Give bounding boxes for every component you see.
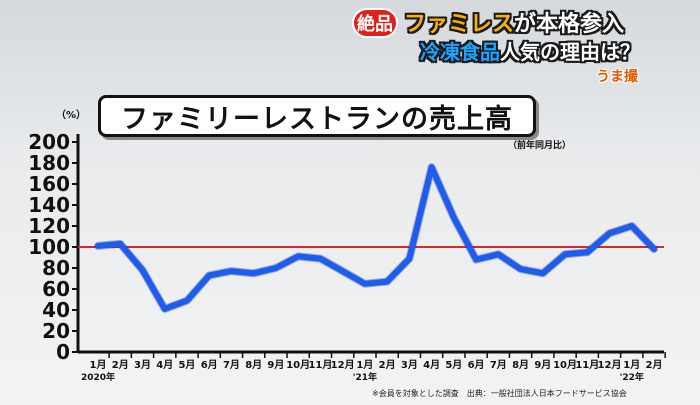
program-logo: うま撮	[596, 69, 638, 85]
source-footnote: ※会員を対象とした調査 出典：一般社団法人日本フードサービス協会	[372, 389, 627, 398]
x-year-label: '22年	[620, 371, 644, 383]
series-line-shadow	[94, 163, 658, 313]
data-point	[206, 272, 212, 278]
x-tick-label: 7月	[490, 359, 507, 371]
x-year-label: 2020年	[81, 371, 115, 383]
x-tick-label: 5月	[445, 359, 462, 371]
data-point	[340, 268, 346, 274]
x-tick-label: 3月	[134, 359, 151, 371]
data-point	[251, 270, 257, 276]
y-tick-label: 160	[28, 172, 70, 196]
caption-line-1-rest: が本格参入	[514, 12, 625, 37]
x-tick-label: 3月	[401, 359, 418, 371]
caption-line-1-highlight: ファミレス	[404, 12, 515, 37]
x-tick-label: 2月	[646, 359, 663, 371]
data-point	[429, 164, 435, 170]
data-point	[162, 306, 168, 312]
data-point	[406, 256, 412, 262]
data-point	[384, 279, 390, 285]
y-tick-label: 120	[28, 214, 70, 238]
x-tick-label: 1月	[90, 359, 107, 371]
x-tick-label: 11月	[575, 359, 599, 371]
y-tick-label: 100	[28, 235, 70, 259]
data-point	[273, 265, 279, 271]
data-point	[295, 253, 301, 259]
y-tick-label: 200	[28, 130, 70, 154]
y-tick-label: 140	[28, 193, 70, 217]
x-tick-label: 8月	[512, 359, 529, 371]
chart-title-box: ファミリーレストランの売上高	[98, 95, 536, 137]
x-tick-label: 6月	[201, 359, 218, 371]
chart-title: ファミリーレストランの売上高	[121, 103, 513, 135]
data-point	[117, 241, 123, 247]
y-tick-label: 40	[42, 298, 70, 322]
x-tick-label: 5月	[178, 359, 195, 371]
x-tick-label: 4月	[156, 359, 173, 371]
series-line	[95, 164, 657, 312]
data-point	[139, 267, 145, 273]
y-tick-label: 80	[42, 256, 70, 280]
y-tick-label: 180	[28, 151, 70, 175]
data-point	[228, 268, 234, 274]
caption-line-2-rest: 人気の理由は？	[500, 40, 640, 64]
data-point	[473, 257, 479, 263]
y-tick-label: 0	[56, 340, 70, 364]
x-tick-label: 12月	[598, 359, 622, 371]
y-tick-label: 60	[42, 277, 70, 301]
data-point	[95, 243, 101, 249]
x-year-label: '21年	[353, 371, 377, 383]
data-point	[629, 223, 635, 229]
data-point	[317, 256, 323, 262]
data-point	[451, 215, 457, 221]
x-tick-label: 9月	[267, 359, 284, 371]
x-tick-label: 10月	[286, 359, 310, 371]
caption-line-2: 冷凍食品人気の理由は？	[420, 36, 640, 65]
badge-zeppin: 絶品	[352, 8, 398, 38]
x-tick-label: 9月	[534, 359, 551, 371]
x-tick-label: 8月	[245, 359, 262, 371]
data-point	[184, 298, 190, 304]
x-tick-label: 1月	[356, 359, 373, 371]
x-tick-label: 11月	[308, 359, 332, 371]
data-point	[518, 266, 524, 272]
chart-subtitle: （前年同月比）	[508, 141, 572, 151]
data-point	[562, 251, 568, 257]
caption-line-1: ファミレスが本格参入	[404, 6, 624, 38]
data-point	[540, 270, 546, 276]
x-tick-label: 2月	[112, 359, 129, 371]
x-tick-label: 10月	[553, 359, 577, 371]
x-tick-label: 12月	[331, 359, 355, 371]
x-tick-label: 4月	[423, 359, 440, 371]
x-tick-label: 1月	[623, 359, 640, 371]
data-point	[607, 230, 613, 236]
y-axis-unit: （%）	[56, 108, 86, 121]
x-tick-label: 6月	[468, 359, 485, 371]
caption-line-2-highlight: 冷凍食品	[420, 40, 500, 64]
data-point	[362, 281, 368, 287]
x-tick-label: 2月	[379, 359, 396, 371]
data-point	[495, 251, 501, 257]
data-point	[651, 246, 657, 252]
y-tick-label: 20	[42, 319, 70, 343]
x-tick-label: 7月	[223, 359, 240, 371]
data-point	[584, 249, 590, 255]
